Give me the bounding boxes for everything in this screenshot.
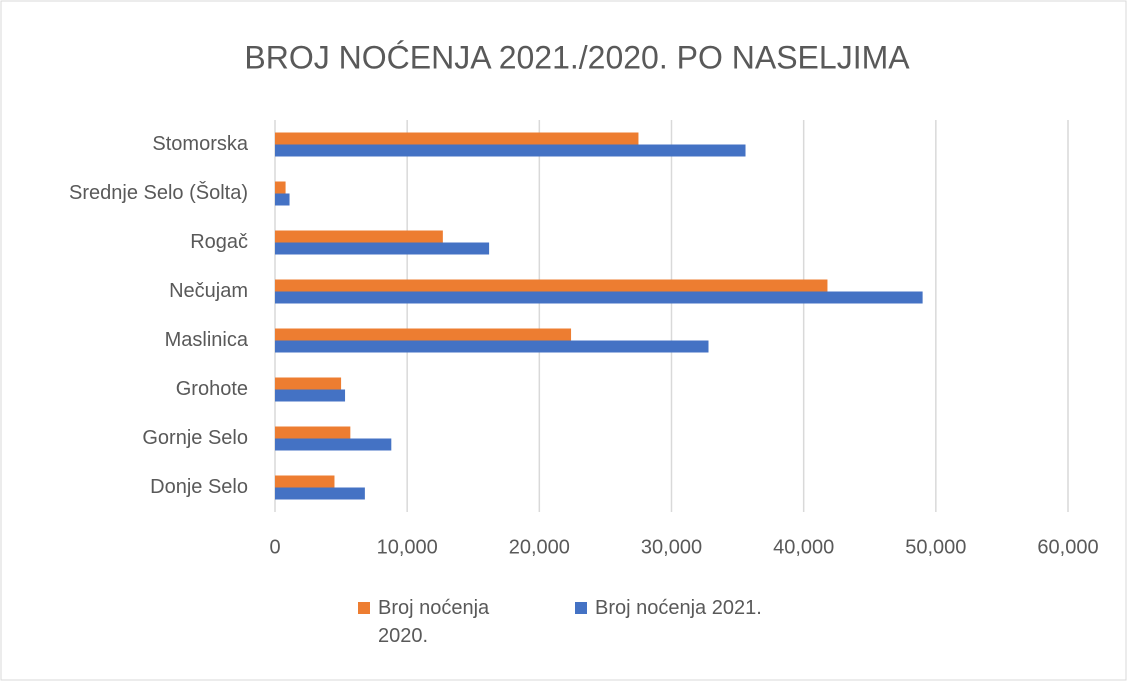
x-tick-label: 30,000: [641, 536, 702, 558]
bar: [275, 377, 342, 390]
x-tick-label: 50,000: [905, 536, 966, 558]
x-tick-label: 20,000: [509, 536, 570, 558]
bar: [275, 438, 392, 451]
y-tick-label: Donje Selo: [150, 476, 248, 498]
bar: [275, 279, 828, 292]
x-tick-label: 0: [269, 536, 280, 558]
bar: [275, 340, 709, 353]
bar: [275, 230, 443, 243]
y-tick-label: Srednje Selo (Šolta): [69, 181, 248, 204]
bar: [275, 487, 365, 500]
bar: [275, 291, 923, 304]
bar: [275, 242, 490, 255]
bar: [275, 144, 746, 157]
y-tick-label: Rogač: [190, 231, 248, 253]
x-tick-label: 60,000: [1037, 536, 1098, 558]
bar: [275, 328, 572, 341]
y-tick-label: Nečujam: [169, 280, 248, 302]
chart-title: BROJ NOĆENJA 2021./2020. PO NASELJIMA: [244, 39, 910, 75]
bar: [275, 475, 335, 488]
legend-swatch: [575, 602, 587, 614]
x-tick-label: 40,000: [773, 536, 834, 558]
bar: [275, 389, 346, 402]
x-tick-label: 10,000: [377, 536, 438, 558]
y-tick-label: Gornje Selo: [142, 427, 248, 449]
legend-swatch: [358, 602, 370, 614]
y-tick-label: Grohote: [176, 378, 248, 400]
bar: [275, 193, 290, 206]
legend-label: Broj noćenja 2021.: [595, 597, 762, 619]
legend-label: Broj noćenja 2020.: [378, 597, 490, 647]
bar: [275, 132, 639, 145]
y-tick-label: Stomorska: [152, 133, 248, 155]
legend-item: Broj noćenja 2020.: [358, 594, 508, 650]
legend-item: Broj noćenja 2021.: [575, 594, 835, 622]
y-tick-label: Maslinica: [165, 329, 249, 351]
bar: [275, 426, 351, 439]
bar: [275, 181, 286, 194]
